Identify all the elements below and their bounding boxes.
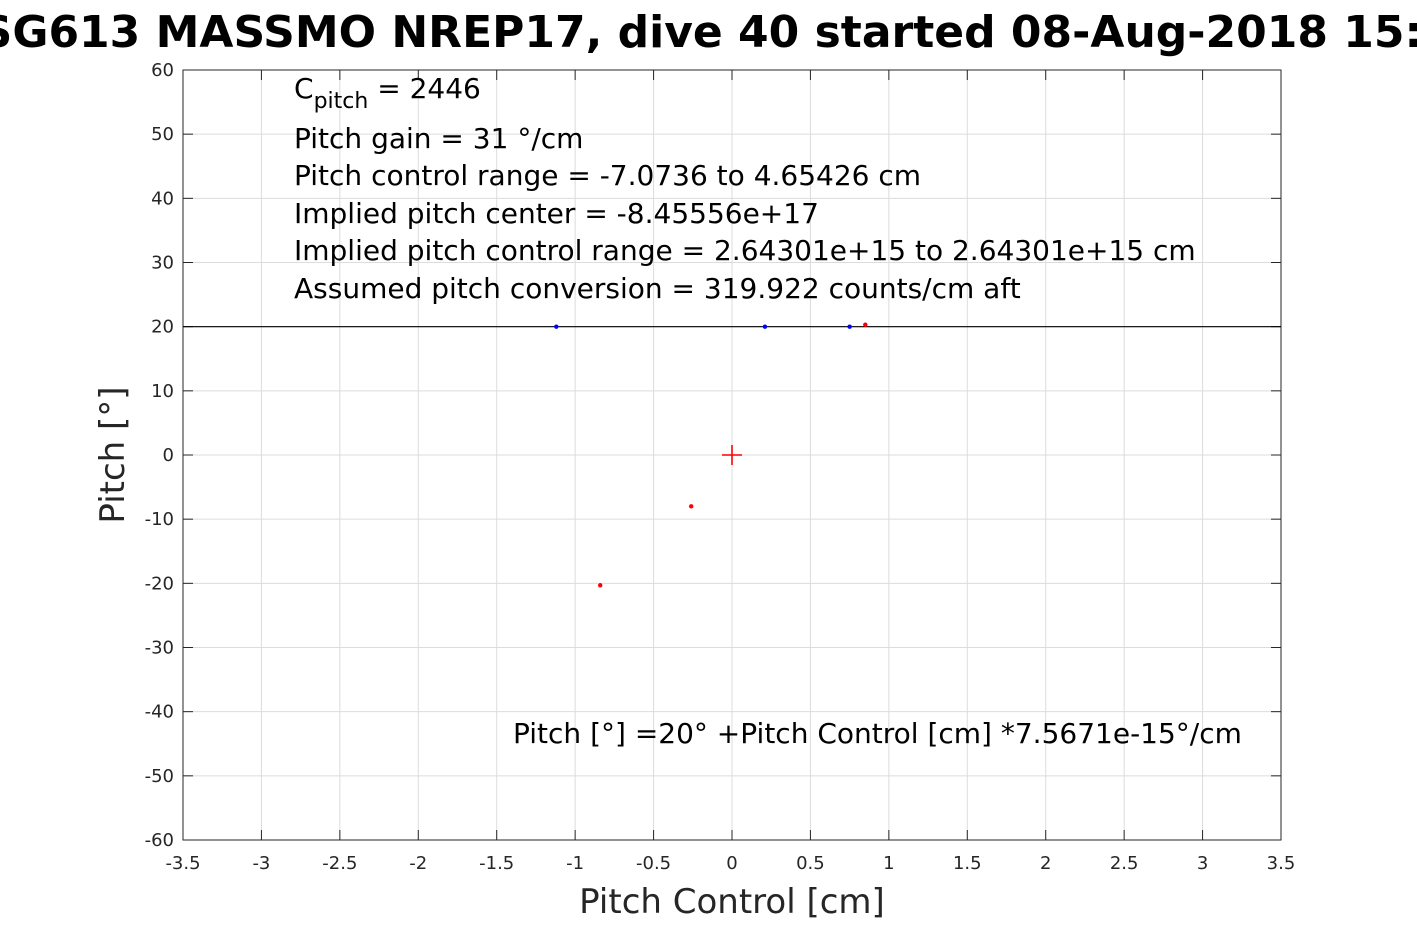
- x-tick-label-8: 0.5: [796, 853, 825, 874]
- x-tick-label-6: -0.5: [636, 853, 671, 874]
- y-tick-label-1: -50: [145, 766, 174, 787]
- x-tick-label-9: 1: [883, 853, 894, 874]
- y-tick-label-6: 0: [163, 445, 174, 466]
- center-plus-marker: [722, 445, 742, 465]
- grid: [182, 69, 1282, 841]
- annotation-assumed-pitch-conversion: Assumed pitch conversion = 319.922 count…: [294, 272, 1021, 305]
- x-tick-label-5: -1: [566, 853, 584, 874]
- x-tick-label-3: -2: [409, 853, 427, 874]
- annotation-pitch-gain: Pitch gain = 31 °/cm: [294, 122, 583, 155]
- data-point-s0-2: [863, 322, 868, 327]
- y-tick-label-2: -40: [145, 702, 174, 723]
- data-point-s1-2: [847, 324, 852, 329]
- y-axis-label: Pitch [°]: [93, 386, 133, 523]
- data-point-s0-0: [598, 583, 603, 588]
- x-tick-label-14: 3.5: [1267, 853, 1296, 874]
- x-tick-label-0: -3.5: [165, 853, 200, 874]
- y-tick-label-11: 50: [151, 124, 174, 145]
- annotation-c-pitch: Cpitch = 2446: [294, 72, 481, 114]
- x-tick-label-12: 2.5: [1110, 853, 1139, 874]
- x-tick-label-11: 2: [1040, 853, 1051, 874]
- c-pitch-value: = 2446: [368, 72, 481, 105]
- x-tick-label-1: -3: [252, 853, 270, 874]
- y-tick-label-0: -60: [145, 830, 174, 851]
- fit-equation: Pitch [°] =20° +Pitch Control [cm] *7.56…: [513, 717, 1242, 750]
- x-tick-label-4: -1.5: [479, 853, 514, 874]
- data-point-s1-1: [762, 324, 768, 329]
- data-point-s0-1: [689, 504, 694, 509]
- y-tick-label-5: -10: [145, 509, 174, 530]
- annotation-box: Cpitch = 2446 Pitch gain = 31 °/cm Pitch…: [294, 72, 1196, 305]
- x-tick-label-2: -2.5: [322, 853, 357, 874]
- data-point-s1-0: [554, 324, 559, 329]
- y-tick-label-12: 60: [151, 60, 174, 81]
- y-tick-label-10: 40: [151, 188, 174, 209]
- x-tick-label-13: 3: [1197, 853, 1208, 874]
- chart-title: SG613 MASSMO NREP17, dive 40 started 08-…: [0, 7, 1417, 58]
- y-tick-label-3: -30: [145, 638, 174, 659]
- data-points: [554, 322, 868, 588]
- axis-ticks: -3.5 -3 -2.5 -2 -1.5 -1 -0.5 0 0.5 1 1.5 2 2.5 3 3.5 -6…: [145, 60, 1296, 874]
- y-tick-label-4: -20: [145, 573, 174, 594]
- annotation-implied-pitch-center: Implied pitch center = -8.45556e+17: [294, 197, 819, 230]
- y-tick-label-7: 10: [151, 381, 174, 402]
- c-pitch-subscript: pitch: [314, 89, 369, 114]
- x-axis-label: Pitch Control [cm]: [579, 882, 885, 922]
- x-tick-label-10: 1.5: [953, 853, 982, 874]
- annotation-pitch-control-range: Pitch control range = -7.0736 to 4.65426…: [294, 159, 921, 192]
- annotation-implied-pitch-control-range: Implied pitch control range = 2.64301e+1…: [294, 234, 1196, 267]
- y-tick-label-8: 20: [151, 317, 174, 338]
- c-pitch-symbol: C: [294, 72, 314, 105]
- x-tick-label-7: 0: [726, 853, 737, 874]
- y-tick-label-9: 30: [151, 253, 174, 274]
